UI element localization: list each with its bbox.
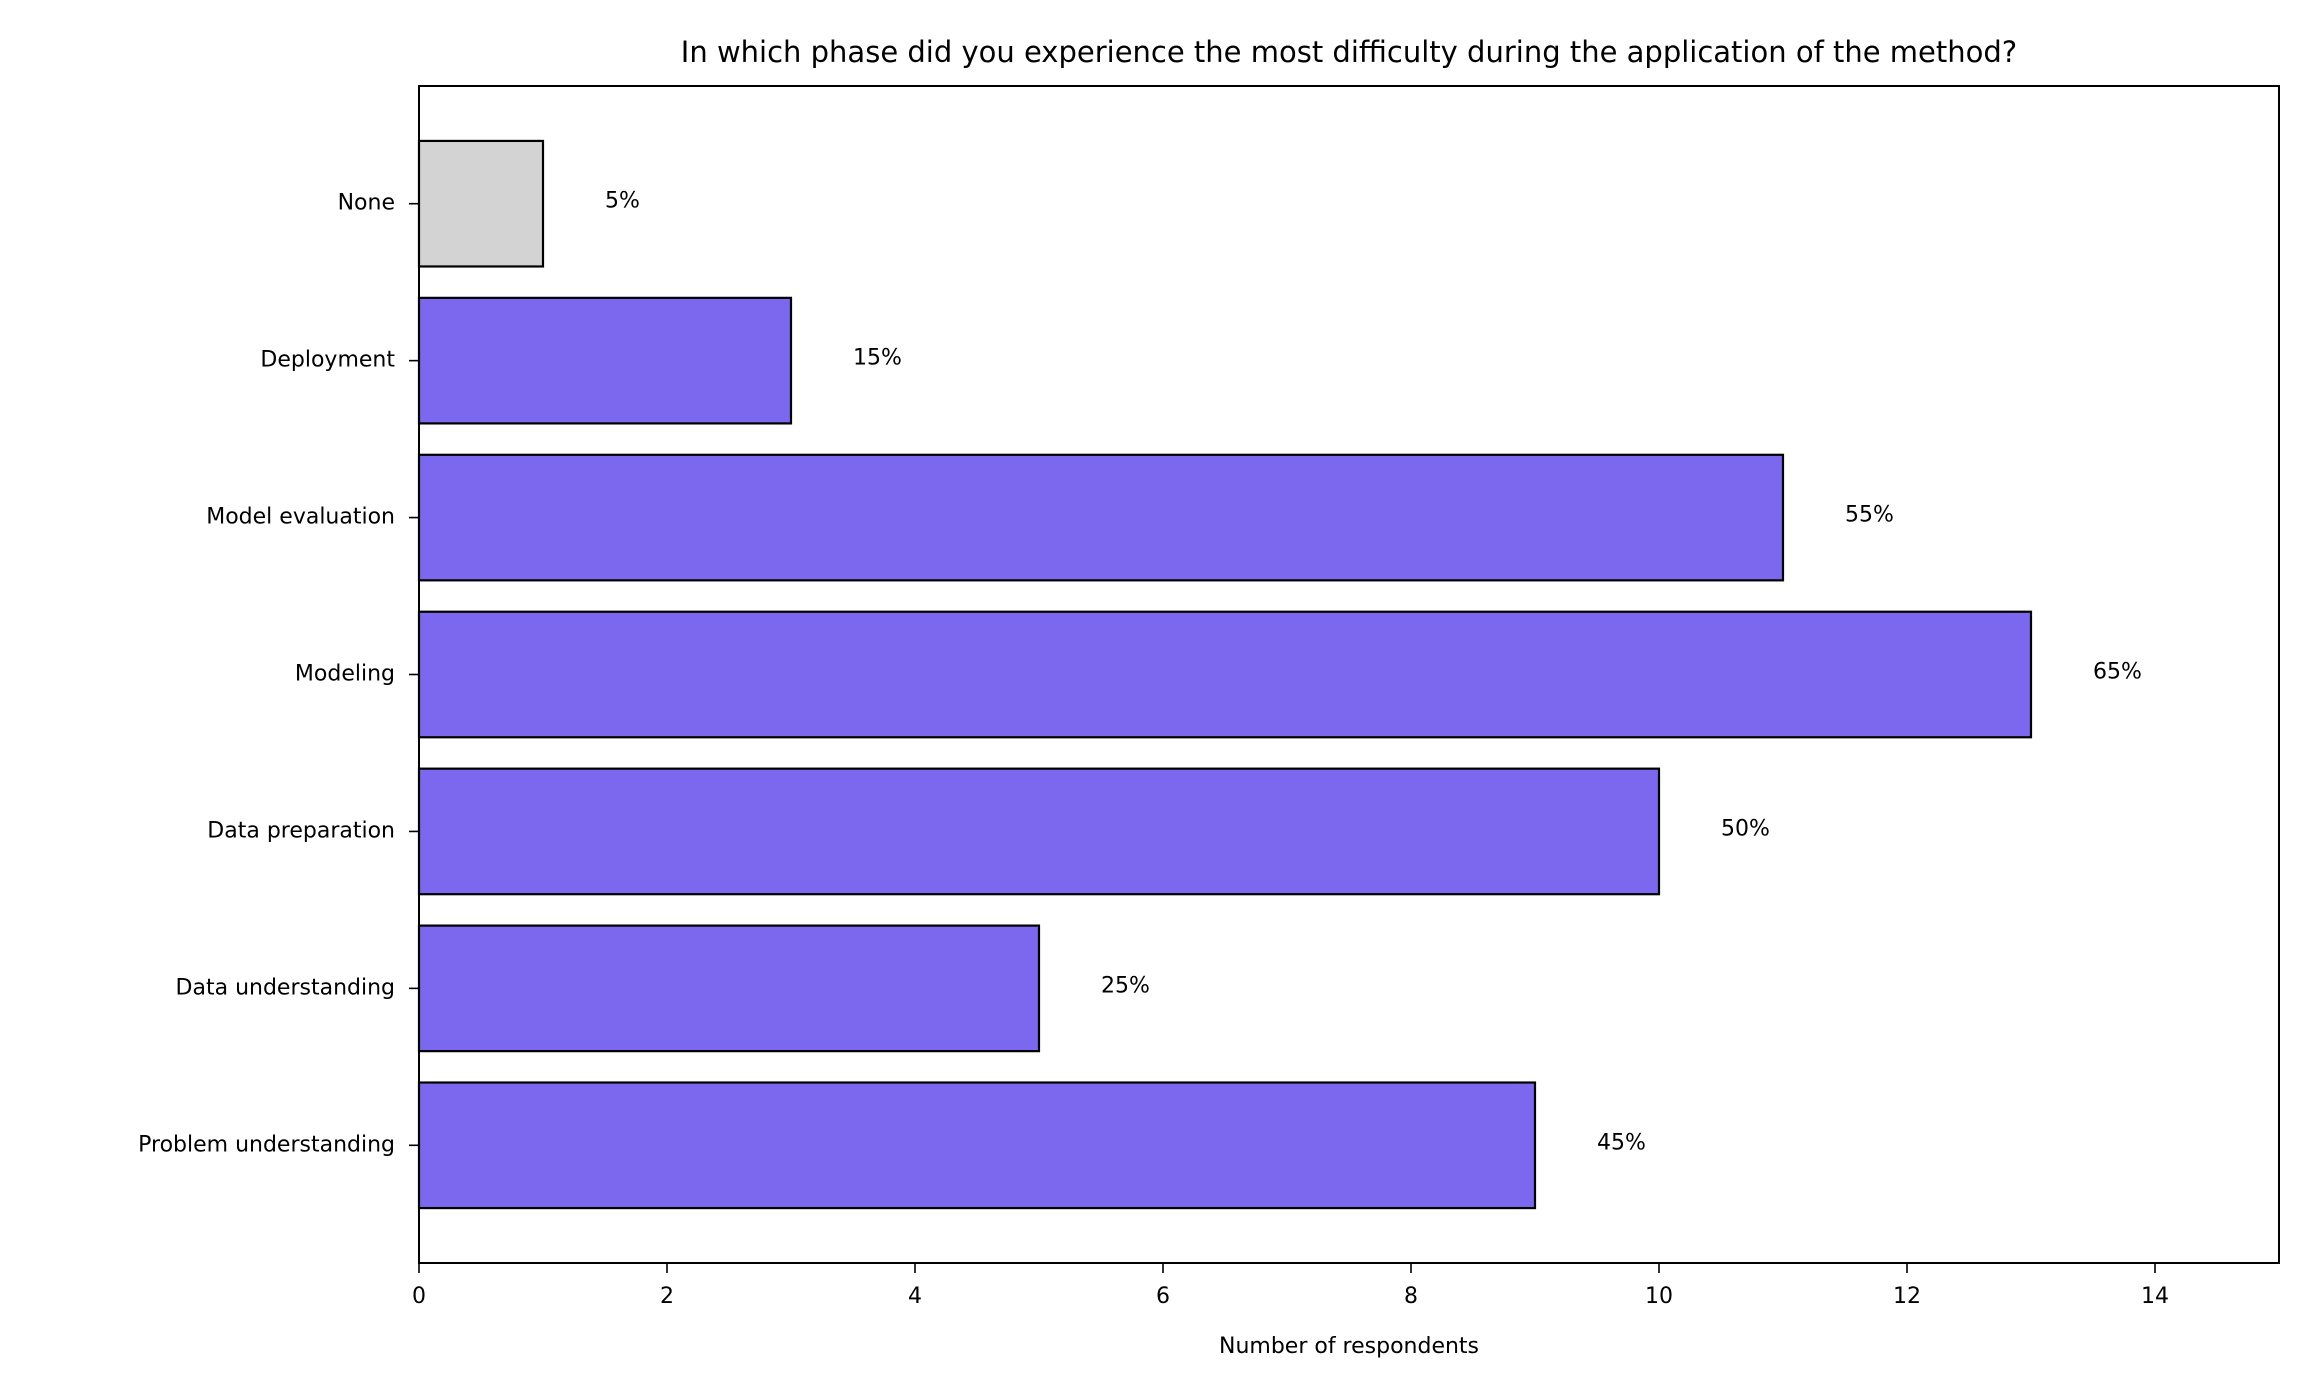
x-tick-label: 2 — [660, 1284, 674, 1309]
x-tick-label: 0 — [412, 1284, 426, 1309]
x-tick-label: 14 — [2141, 1284, 2169, 1309]
chart-title: In which phase did you experience the mo… — [681, 35, 2017, 69]
bar-deployment — [417, 296, 793, 425]
data-label: 45% — [1597, 1130, 1646, 1155]
bar-data-understanding — [417, 924, 1041, 1053]
y-tick-label: Data preparation — [207, 818, 395, 843]
data-label: 55% — [1845, 503, 1894, 528]
y-tick-label: Model evaluation — [206, 505, 395, 530]
y-tick-label: Data understanding — [176, 975, 395, 1000]
bar-data-preparation — [417, 767, 1661, 896]
x-tick-label: 12 — [1893, 1284, 1921, 1309]
y-tick-label: Problem understanding — [138, 1132, 395, 1157]
bar-none — [417, 139, 545, 268]
data-label: 50% — [1721, 816, 1770, 841]
y-tick-label: Deployment — [260, 348, 395, 373]
data-label: 25% — [1101, 973, 1150, 998]
y-tick-label: Modeling — [295, 662, 395, 687]
bar-problem-understanding — [417, 1081, 1537, 1210]
x-tick-label: 4 — [908, 1284, 922, 1309]
bar-model-evaluation — [417, 453, 1785, 582]
data-label: 15% — [853, 346, 902, 371]
y-tick-label: None — [338, 191, 395, 216]
x-axis-label: Number of respondents — [1219, 1334, 1479, 1359]
data-label: 65% — [2093, 660, 2142, 685]
x-tick-label: 10 — [1645, 1284, 1673, 1309]
x-tick-label: 6 — [1156, 1284, 1170, 1309]
x-tick-label: 8 — [1404, 1284, 1418, 1309]
data-label: 5% — [605, 189, 640, 214]
bar-modeling — [417, 610, 2033, 739]
